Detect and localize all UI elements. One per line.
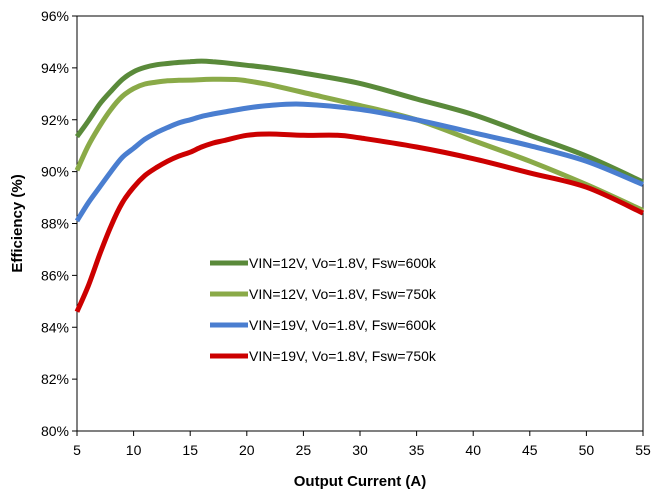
y-axis-title: Efficiency (%)	[9, 174, 26, 272]
plot-area	[76, 15, 644, 432]
y-tick-label: 96%	[41, 8, 69, 24]
y-tick-label: 84%	[41, 319, 69, 335]
y-tick-label: 90%	[41, 164, 69, 180]
legend-label: VIN=12V, Vo=1.8V, Fsw=750k	[249, 286, 437, 302]
plot-frame	[76, 15, 644, 432]
x-axis-ticks: 5 10 15 20 25 30 35 40 45 50 55	[73, 431, 651, 458]
y-tick-label: 92%	[41, 112, 69, 128]
x-tick-label: 15	[182, 442, 198, 458]
y-tick-label: 86%	[41, 267, 69, 283]
x-tick-label: 20	[239, 442, 255, 458]
series-line-vin19-750k	[74, 131, 645, 313]
x-tick-label: 30	[352, 442, 368, 458]
series-line-vin12-600k	[74, 58, 645, 185]
y-tick-label: 88%	[41, 216, 69, 232]
legend-label: VIN=12V, Vo=1.8V, Fsw=600k	[249, 255, 437, 271]
legend-label: VIN=19V, Vo=1.8V, Fsw=750k	[249, 348, 437, 364]
x-tick-label: 40	[465, 442, 481, 458]
series-line-vin19-600k	[74, 101, 644, 223]
legend: VIN=12V, Vo=1.8V, Fsw=600k VIN=12V, Vo=1.…	[210, 255, 437, 364]
x-tick-label: 45	[522, 442, 538, 458]
x-tick-label: 10	[126, 442, 142, 458]
y-tick-label: 94%	[41, 60, 69, 76]
x-tick-label: 5	[73, 442, 81, 458]
x-tick-label: 50	[579, 442, 595, 458]
legend-label: VIN=19V, Vo=1.8V, Fsw=600k	[249, 317, 437, 333]
x-tick-label: 55	[635, 442, 651, 458]
y-tick-label: 82%	[41, 371, 69, 387]
series-lines	[74, 58, 645, 313]
x-tick-label: 25	[296, 442, 312, 458]
x-axis-title: Output Current (A)	[294, 473, 426, 490]
y-tick-label: 80%	[41, 423, 69, 439]
series-line-vin12-750k	[74, 76, 645, 213]
y-axis-ticks: 80% 82% 84% 86% 88% 90% 92% 94% 96%	[41, 8, 77, 439]
x-tick-label: 35	[409, 442, 425, 458]
